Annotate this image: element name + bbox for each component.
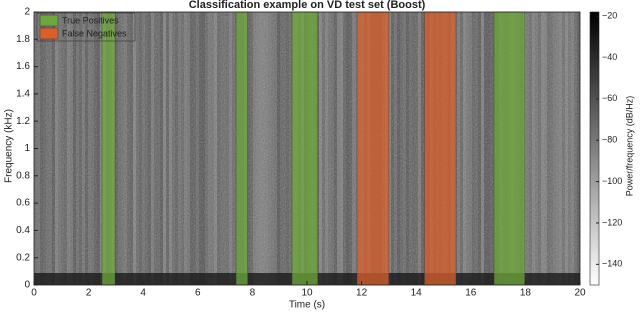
legend-label: False Negatives [62, 28, 127, 38]
y-tick-label: 0.2 [16, 252, 30, 263]
y-tick-label: 0.6 [16, 198, 30, 209]
interval [356, 11, 390, 286]
y-axis-label: Frequency (kHz) [4, 109, 15, 183]
y-tick-label: 2 [24, 7, 30, 18]
x-tick-label: 16 [465, 288, 477, 299]
y-tick-label: 1.2 [16, 116, 30, 127]
colorbar-tick-label: −120 [602, 217, 622, 227]
x-tick-label: 18 [520, 288, 532, 299]
colorbar-tick-label: −80 [602, 135, 617, 145]
x-tick-label: 0 [31, 288, 37, 299]
y-tick-label: 1.6 [16, 61, 30, 72]
interval [235, 11, 249, 286]
chart-title: Classification example on VD test set (B… [189, 0, 426, 11]
y-tick-label: 0.4 [16, 225, 30, 236]
colorbar-label: Power/frequency (dB/Hz) [624, 96, 634, 197]
interval [101, 11, 116, 286]
x-tick-label: 2 [86, 288, 92, 299]
x-tick-label: 8 [250, 288, 256, 299]
colorbar-tick-label: −40 [602, 52, 617, 62]
x-tick-label: 6 [195, 288, 201, 299]
colorbar-tick-label: −140 [602, 259, 622, 269]
interval [493, 11, 526, 286]
legend-swatch [39, 14, 59, 27]
interval [291, 11, 319, 286]
x-tick-label: 14 [411, 288, 423, 299]
y-tick-label: 1 [24, 143, 30, 154]
colorbar-tick-label: −100 [602, 176, 622, 186]
x-axis-label: Time (s) [289, 300, 325, 311]
colorbar [589, 11, 600, 286]
legend-box [36, 12, 136, 42]
legend-label: True Positives [62, 15, 119, 25]
interval [424, 11, 457, 286]
colorbar-tick-label: −60 [602, 93, 617, 103]
y-tick-label: 1.4 [16, 89, 30, 100]
x-tick-label: 4 [140, 288, 146, 299]
y-tick-label: 1.8 [16, 34, 30, 45]
colorbar-tick-label: −20 [602, 11, 617, 21]
x-tick-label: 12 [356, 288, 368, 299]
x-tick-label: 10 [301, 288, 313, 299]
y-tick-label: 0 [24, 280, 30, 291]
x-tick-label: 20 [574, 288, 586, 299]
y-tick-label: 0.8 [16, 170, 30, 181]
legend-swatch [39, 27, 59, 40]
